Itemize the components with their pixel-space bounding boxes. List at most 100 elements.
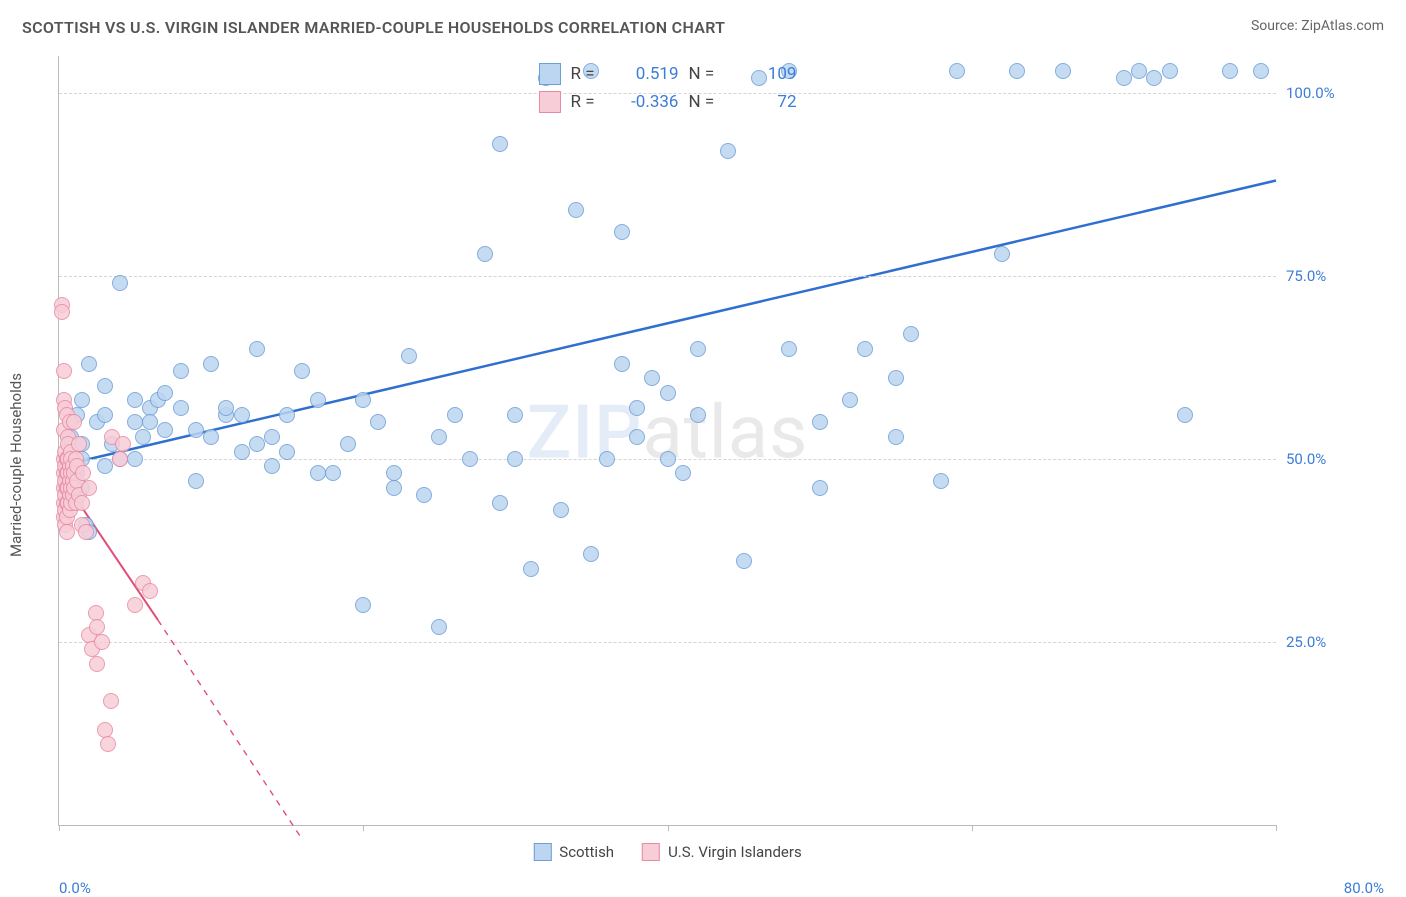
data-point [66,414,82,430]
chart-container: Married-couple Households ZIPatlas R =0.… [22,56,1384,874]
data-point [675,465,691,481]
data-point [127,414,143,430]
data-point [142,583,158,599]
data-point [614,356,630,372]
stat-r-label: R = [571,64,605,84]
x-tick-mark [363,825,364,831]
x-tick-label: 80.0% [1344,879,1384,897]
data-point [157,422,173,438]
data-point [553,502,569,518]
data-point [1146,70,1162,86]
data-point [71,436,87,452]
source-link[interactable]: ZipAtlas.com [1301,18,1384,34]
data-point [127,392,143,408]
data-point [89,619,105,635]
plot-area: ZIPatlas R =0.519N =109R =-0.336N =72 Sc… [58,56,1276,826]
data-point [903,326,919,342]
data-point [97,378,113,394]
data-point [720,143,736,159]
legend-label: Scottish [559,843,614,861]
data-point [842,392,858,408]
data-point [629,429,645,445]
data-point [97,722,113,738]
data-point [1253,63,1269,79]
data-point [135,429,151,445]
data-point [1177,407,1193,423]
data-point [370,414,386,430]
data-point [310,465,326,481]
legend-swatch [539,91,561,113]
data-point [310,392,326,408]
data-point [279,407,295,423]
gridline [59,642,1276,643]
data-point [614,224,630,240]
data-point [507,407,523,423]
data-point [81,356,97,372]
data-point [994,246,1010,262]
data-point [142,414,158,430]
data-point [888,370,904,386]
data-point [115,436,131,452]
data-point [431,429,447,445]
data-point [492,495,508,511]
data-point [355,392,371,408]
stats-legend: R =0.519N =109R =-0.336N =72 [531,60,805,116]
y-tick-label: 50.0% [1286,450,1376,468]
data-point [56,363,72,379]
data-point [660,451,676,467]
data-point [157,385,173,401]
stat-r-label: R = [571,92,605,112]
stat-r-value: -0.336 [615,92,679,112]
data-point [97,458,113,474]
data-point [386,480,402,496]
data-point [690,341,706,357]
data-point [97,407,113,423]
watermark-zip: ZIP [527,389,643,476]
data-point [103,693,119,709]
data-point [1116,70,1132,86]
stat-r-value: 0.519 [615,64,679,84]
data-point [127,451,143,467]
data-point [447,407,463,423]
data-point [88,605,104,621]
data-point [949,63,965,79]
data-point [736,553,752,569]
x-tick-mark [59,825,60,831]
legend-item: U.S. Virgin Islanders [642,843,802,861]
y-tick-label: 75.0% [1286,267,1376,285]
data-point [1009,63,1025,79]
data-point [249,341,265,357]
regression-lines [59,56,1276,825]
data-point [1055,63,1071,79]
stat-n-value: 72 [733,92,797,112]
data-point [416,487,432,503]
stat-n-label: N = [689,92,723,112]
data-point [218,400,234,416]
data-point [249,436,265,452]
data-point [660,385,676,401]
data-point [644,370,660,386]
data-point [933,473,949,489]
data-point [568,202,584,218]
data-point [59,524,75,540]
data-point [74,495,90,511]
data-point [234,407,250,423]
x-tick-label: 0.0% [59,879,91,897]
data-point [355,597,371,613]
data-point [1131,63,1147,79]
data-point [234,444,250,460]
x-tick-mark [668,825,669,831]
data-point [340,436,356,452]
data-point [888,429,904,445]
y-tick-label: 100.0% [1286,84,1376,102]
stat-n-label: N = [689,64,723,84]
data-point [462,451,478,467]
legend-swatch [642,843,660,861]
stats-row: R = -0.336 N = 72 [531,88,805,116]
data-point [112,451,128,467]
data-point [203,429,219,445]
data-point [325,465,341,481]
data-point [112,275,128,291]
legend-label: U.S. Virgin Islanders [668,843,802,861]
data-point [857,341,873,357]
